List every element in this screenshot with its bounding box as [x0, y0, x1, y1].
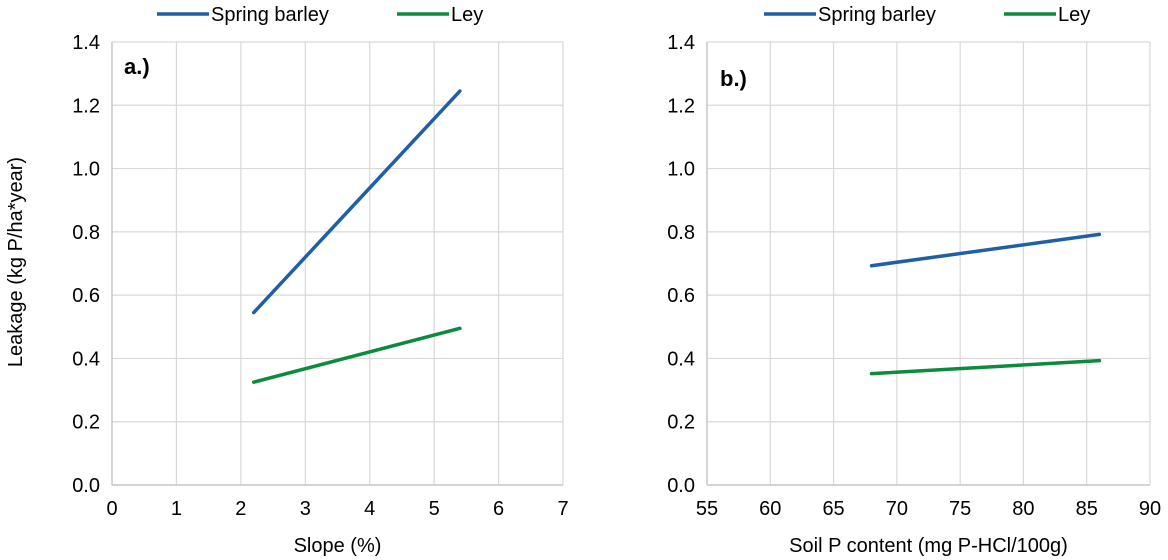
y-tick-label: 0.0 [72, 475, 100, 497]
y-tick-label: 0.0 [667, 475, 695, 497]
y-tick-label: 0.8 [72, 222, 100, 244]
legend-label: Spring barley [211, 4, 329, 26]
series-line-spring-barley [251, 89, 462, 315]
y-tick-label: 0.6 [72, 285, 100, 307]
x-tick-label: 5 [429, 498, 440, 520]
y-tick-label: 0.8 [667, 222, 695, 244]
y-tick-label: 0.6 [667, 285, 695, 307]
x-tick-label: 4 [364, 498, 375, 520]
y-axis-title: Leakage (kg P/ha*year) [5, 157, 27, 367]
y-tick-label: 1.0 [667, 159, 695, 181]
x-tick-label: 85 [1076, 498, 1098, 520]
x-tick-label: 6 [493, 498, 504, 520]
chart-panel-b: 55 60 65 70 75 80 85 90 0.0 0.2 0.4 0.6 0.8 1.0 1.2 1.4… [667, 4, 1161, 557]
legend-label: Spring barley [818, 4, 936, 26]
legend-label: Ley [451, 4, 483, 26]
legend-label: Ley [1058, 4, 1090, 26]
x-tick-label: 55 [696, 498, 718, 520]
x-tick-label: 65 [822, 498, 844, 520]
x-tick-label: 60 [759, 498, 781, 520]
x-tick-label: 1 [171, 498, 182, 520]
y-tick-label: 1.4 [667, 32, 695, 54]
panel-label: a.) [124, 54, 150, 79]
y-tick-label: 1.0 [72, 159, 100, 181]
series-line-spring-barley [869, 232, 1102, 268]
legend: Spring barley Ley [764, 4, 1090, 26]
y-tick-label: 0.2 [72, 412, 100, 434]
legend: Spring barley Ley [157, 4, 483, 26]
x-tick-label: 0 [106, 498, 117, 520]
x-tick-label: 80 [1012, 498, 1034, 520]
series-line-ley [251, 326, 462, 384]
y-tick-label: 1.2 [667, 95, 695, 117]
x-axis-title: Slope (%) [294, 535, 382, 557]
x-tick-label: 3 [300, 498, 311, 520]
x-tick-label: 2 [235, 498, 246, 520]
chart-panel-a: 0 1 2 3 4 5 6 7 0.0 0.2 0.4 0.6 0.8 1.0 1.2 1.4 Slope (%… [72, 4, 568, 557]
y-tick-label: 1.4 [72, 32, 100, 54]
panel-label: b.) [720, 66, 747, 91]
y-tick-label: 0.4 [72, 348, 100, 370]
y-tick-label: 0.2 [667, 412, 695, 434]
y-tick-label: 1.2 [72, 95, 100, 117]
x-tick-label: 70 [886, 498, 908, 520]
series-line-ley [869, 358, 1102, 376]
x-tick-label: 7 [557, 498, 568, 520]
x-tick-label: 75 [949, 498, 971, 520]
x-axis-title: Soil P content (mg P-HCl/100g) [789, 535, 1068, 557]
y-tick-label: 0.4 [667, 348, 695, 370]
x-tick-label: 90 [1139, 498, 1161, 520]
